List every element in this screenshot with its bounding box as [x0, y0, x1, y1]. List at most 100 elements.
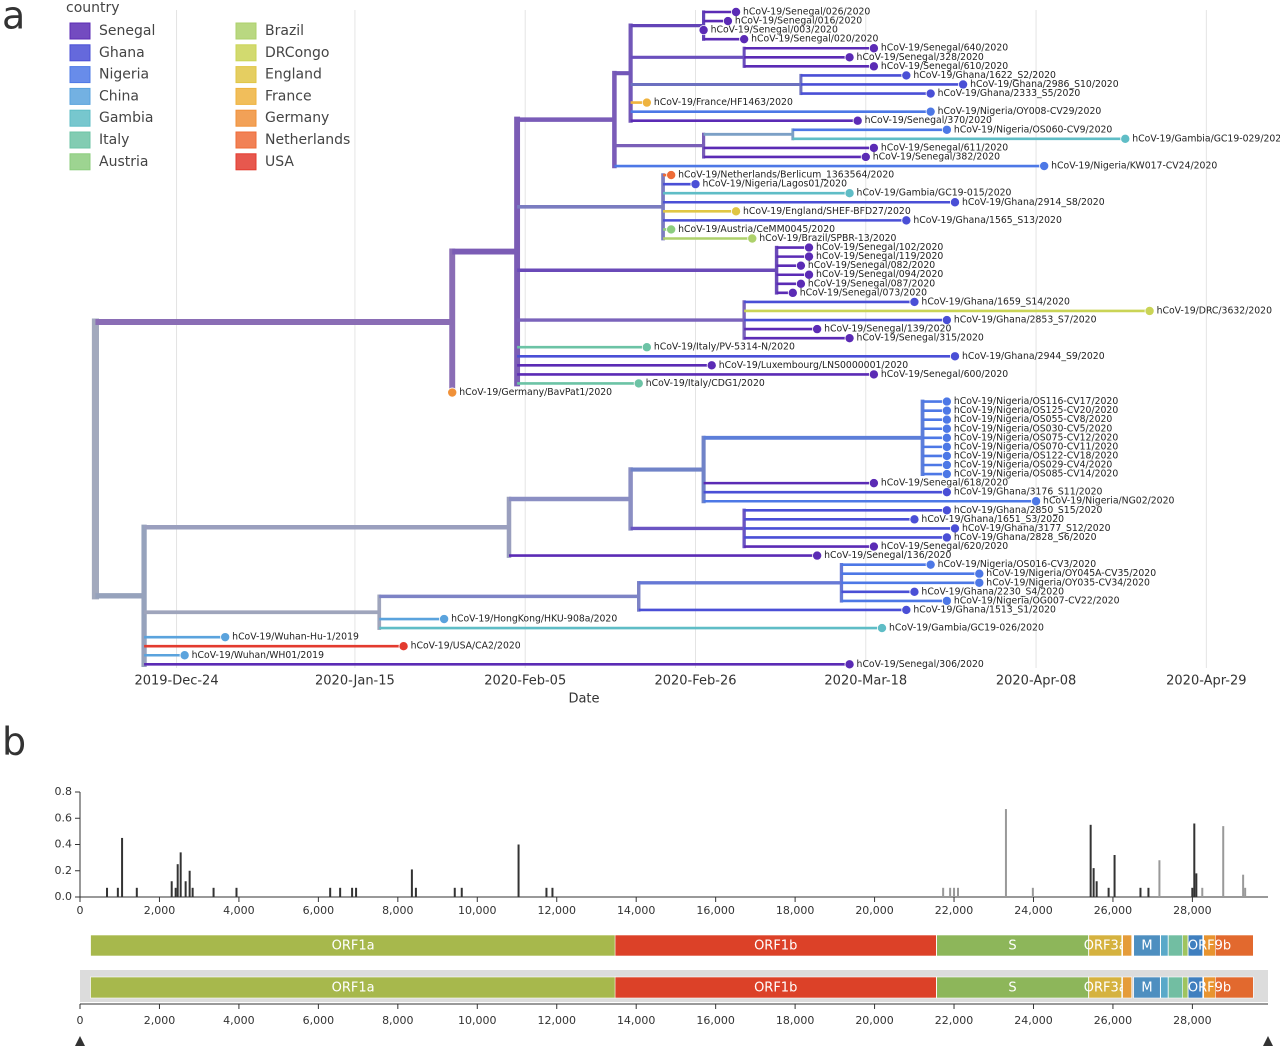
tip: [941, 396, 952, 407]
x-tick-label: 2,000: [144, 1014, 176, 1027]
legend-label: Italy: [99, 132, 129, 148]
entropy-bar: [1193, 823, 1196, 897]
x-tick-label: 14,000: [617, 904, 656, 917]
x-tick-label: 18,000: [776, 904, 815, 917]
tip-label: hCoV-19/Ghana/1513_S1/2020: [913, 604, 1056, 615]
gene: [1133, 934, 1161, 957]
tip: [706, 360, 717, 371]
legend-label: USA: [265, 154, 294, 170]
tip-label: hCoV-19/Senegal/618/2020: [881, 478, 1008, 489]
tip: [1144, 305, 1155, 316]
gene: [1133, 976, 1161, 999]
tip-label: hCoV-19/Nigeria/OY008-CV29/2020: [938, 106, 1102, 117]
tip-label: hCoV-19/Nigeria/OS075-CV12/2020: [954, 432, 1118, 443]
tip-label: hCoV-19/Senegal/328/2020: [857, 52, 984, 63]
tip: [795, 260, 806, 271]
entropy-bar: [956, 887, 959, 897]
tip-label: hCoV-19/Ghana/2333_S5/2020: [938, 88, 1081, 99]
tip: [844, 52, 855, 63]
x-tick-label: 20,000: [855, 1014, 894, 1027]
tip-label: hCoV-19/Ghana/2986_S10/2020: [970, 79, 1119, 90]
x-tick-label: 2020-Jan-15: [315, 674, 395, 689]
entropy-bar: [135, 887, 138, 897]
tip-label: hCoV-19/Gambia/GC19-029/2020: [1132, 133, 1280, 144]
gene-label: ORF1b: [754, 981, 797, 996]
tip-label: hCoV-19/Nigeria/OS085-CV14/2020: [954, 469, 1118, 480]
brush-handle[interactable]: [75, 1036, 85, 1046]
entropy-bar: [551, 887, 554, 897]
tip-label: hCoV-19/Nigeria/OS016-CV3/2020: [938, 559, 1097, 570]
legend-swatch: [69, 44, 91, 62]
x-tick-label: 16,000: [696, 1014, 735, 1027]
y-tick-label: 0.6: [55, 811, 73, 824]
tip-label: hCoV-19/Wuhan-Hu-1/2019: [232, 632, 359, 643]
entropy-bar: [1201, 887, 1204, 897]
tip: [974, 568, 985, 579]
tip: [941, 423, 952, 434]
entropy-bar: [191, 887, 194, 897]
tip: [179, 650, 190, 661]
tip-label: hCoV-19/Senegal/610/2020: [881, 61, 1008, 72]
tip: [941, 124, 952, 135]
entropy-bar: [184, 881, 187, 897]
tip: [787, 287, 798, 298]
entropy-bar: [1089, 824, 1092, 897]
tip: [868, 142, 879, 153]
legend-swatch: [69, 22, 91, 40]
tip: [876, 623, 887, 634]
x-tick-label: 2020-Feb-05: [484, 674, 566, 689]
tip: [812, 550, 823, 561]
y-tick-label: 0.2: [55, 864, 73, 877]
x-tick-label: 12,000: [537, 904, 576, 917]
gene-label: ORF9b: [1188, 939, 1231, 954]
tip-label: hCoV-19/Senegal/640/2020: [881, 43, 1008, 54]
tip-label: hCoV-19/Senegal/087/2020: [808, 278, 935, 289]
tip: [901, 215, 912, 226]
tip: [860, 151, 871, 162]
tip: [949, 523, 960, 534]
tip-label: hCoV-19/Senegal/382/2020: [873, 151, 1000, 162]
x-tick-label: 2020-Feb-26: [654, 674, 736, 689]
x-tick-label: 6,000: [303, 1014, 335, 1027]
tip-label: hCoV-19/Nigeria/OS070-CV11/2020: [954, 441, 1118, 452]
gene: [1203, 976, 1216, 999]
brush-handle[interactable]: [1263, 1036, 1273, 1046]
x-tick-label: 0: [77, 1014, 84, 1027]
gene: [1202, 976, 1254, 999]
entropy-bar: [1031, 887, 1034, 897]
gene: [1088, 976, 1122, 999]
tip-label: hCoV-19/Senegal/082/2020: [808, 260, 935, 271]
tip-label: hCoV-19/France/HF1463/2020: [654, 97, 793, 108]
tip-label: hCoV-19/Italy/PV-5314-N/2020: [654, 342, 795, 353]
entropy-bar: [106, 887, 109, 897]
tip-label: hCoV-19/Senegal/611/2020: [881, 142, 1008, 153]
tip-label: hCoV-19/Ghana/2944_S9/2020: [962, 351, 1105, 362]
tip: [958, 79, 969, 90]
tip-label: hCoV-19/Nigeria/OS029-CV4/2020: [954, 460, 1113, 471]
tip: [666, 224, 677, 235]
tip-label: hCoV-19/Wuhan/WH01/2019: [192, 650, 324, 661]
tip-label: hCoV-19/Nigeria/NG02/2020: [1043, 496, 1174, 507]
tip-label: hCoV-19/Nigeria/OS122-CV18/2020: [954, 450, 1118, 461]
y-tick-label: 0.4: [55, 838, 73, 851]
gene: [1168, 976, 1184, 999]
gene-label: ORF1a: [332, 981, 375, 996]
tip: [941, 432, 952, 443]
x-tick-label: 28,000: [1173, 1014, 1212, 1027]
tip-label: hCoV-19/Senegal/139/2020: [824, 324, 951, 335]
entropy-bar: [1139, 887, 1142, 897]
x-tick-label: 20,000: [855, 904, 894, 917]
tip: [739, 34, 750, 45]
panel-label: b: [2, 720, 26, 764]
tip-label: hCoV-19/Nigeria/OS125-CV20/2020: [954, 405, 1118, 416]
x-tick-label: 2020-Apr-08: [996, 674, 1076, 689]
legend-swatch: [69, 109, 91, 127]
x-tick-label: 8,000: [382, 904, 414, 917]
legend-swatch: [235, 87, 257, 105]
x-tick-label: 18,000: [776, 1014, 815, 1027]
entropy-bar: [1222, 826, 1225, 897]
gene: [1122, 976, 1132, 999]
tip: [941, 414, 952, 425]
tip-label: hCoV-19/England/SHEF-BFD27/2020: [743, 206, 911, 217]
